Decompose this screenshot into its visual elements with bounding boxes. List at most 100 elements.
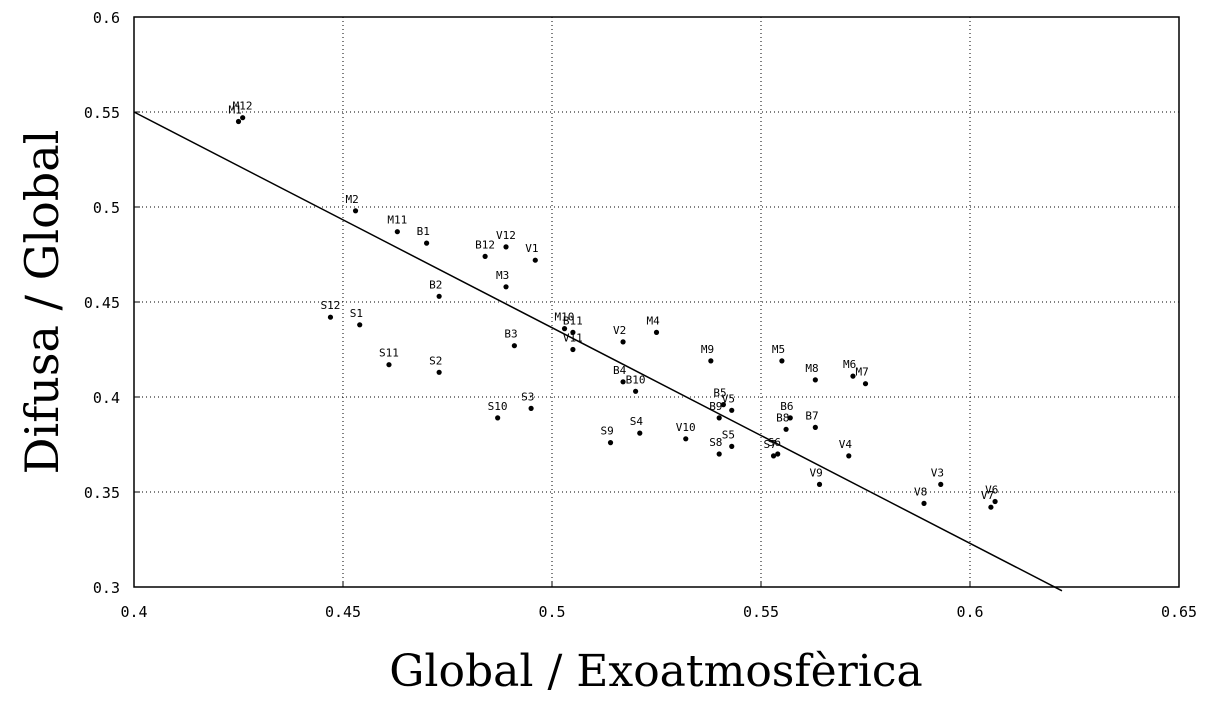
point-label: S6 <box>768 436 781 449</box>
data-point <box>770 453 777 459</box>
point-label: S1 <box>350 307 363 320</box>
point-label: V10 <box>676 421 696 434</box>
point-label: S3 <box>521 390 534 403</box>
data-point <box>633 388 639 394</box>
point-label: B1 <box>417 225 430 238</box>
point-label: M9 <box>701 343 714 356</box>
point-label: S12 <box>320 299 340 312</box>
point-label: S5 <box>722 428 735 441</box>
data-point <box>716 451 722 457</box>
data-point <box>921 500 927 506</box>
data-point <box>862 381 869 387</box>
data-point <box>846 453 852 459</box>
x-tick-label: 0.6 <box>956 603 983 621</box>
data-point <box>779 358 785 364</box>
y-tick-label: 0.5 <box>93 199 120 217</box>
y-tick-label: 0.45 <box>84 294 120 312</box>
point-label: M12 <box>233 100 253 113</box>
point-label: B4 <box>613 364 627 377</box>
data-point <box>424 240 430 246</box>
data-point <box>620 339 626 345</box>
x-tick-label: 0.45 <box>325 603 361 621</box>
x-tick-label: 0.65 <box>1161 603 1197 621</box>
point-label: M5 <box>772 343 785 356</box>
data-point <box>357 322 363 328</box>
y-axis-title: Difusa / Global <box>15 130 69 475</box>
point-label: V8 <box>914 485 927 498</box>
point-label: S10 <box>488 400 508 413</box>
y-tick-label: 0.6 <box>93 9 120 27</box>
fit-line <box>133 111 1063 592</box>
data-point <box>570 329 576 335</box>
point-label: M3 <box>496 269 509 282</box>
point-label: M11 <box>387 214 407 227</box>
data-point <box>938 481 944 487</box>
data-point <box>620 379 626 385</box>
point-label: S4 <box>630 415 644 428</box>
data-point <box>495 415 501 421</box>
grid <box>134 17 1179 587</box>
point-label: B5 <box>713 387 726 400</box>
data-point <box>653 329 660 335</box>
point-label: V7 <box>981 489 994 502</box>
data-point <box>570 346 576 353</box>
data-point <box>988 504 994 510</box>
data-point <box>503 244 509 250</box>
data-point <box>729 407 735 413</box>
data-point <box>812 377 818 383</box>
point-label: B2 <box>429 278 442 291</box>
point-label: S7 <box>764 438 777 451</box>
point-label: B7 <box>805 409 818 422</box>
y-tick-label: 0.55 <box>84 104 120 122</box>
data-point <box>716 415 722 421</box>
data-point <box>436 369 442 375</box>
point-label: M8 <box>805 362 818 375</box>
data-point <box>816 481 823 487</box>
point-label: M6 <box>843 358 856 371</box>
x-axis-title: Global / Exoatmosfèrica <box>389 646 922 697</box>
point-label: B12 <box>475 238 495 251</box>
point-label: S11 <box>379 347 399 360</box>
point-label: V6 <box>985 484 998 497</box>
data-point <box>394 229 400 235</box>
data-point <box>235 118 242 125</box>
point-label: B3 <box>504 328 517 341</box>
data-point <box>511 343 517 349</box>
point-label: B6 <box>780 400 793 413</box>
data-point <box>729 443 735 449</box>
data-point <box>607 440 614 446</box>
axis-ticks: 0.4 0.45 0.5 0.55 0.6 0.65 0.3 0.35 0.4 0.45 0.5 0.… <box>84 9 1197 621</box>
data-point <box>850 373 856 379</box>
point-label: V4 <box>839 438 853 451</box>
data-point <box>992 498 998 505</box>
data-point <box>528 405 534 411</box>
point-label: M1 <box>229 104 242 117</box>
point-label: V2 <box>613 324 626 337</box>
data-point <box>327 314 334 320</box>
y-tick-label: 0.4 <box>93 389 120 407</box>
data-point <box>683 436 689 442</box>
point-label: S9 <box>601 425 614 438</box>
x-tick-label: 0.5 <box>538 603 565 621</box>
data-point <box>532 257 538 263</box>
point-label: S8 <box>709 436 722 449</box>
data-point <box>637 430 643 436</box>
point-label: M7 <box>856 366 869 379</box>
point-label: V1 <box>525 242 538 255</box>
point-label: M2 <box>346 193 359 206</box>
data-point <box>386 362 392 368</box>
point-label: V11 <box>563 332 583 345</box>
point-label: M10 <box>555 311 575 324</box>
point-label: V3 <box>931 466 944 479</box>
point-label: B11 <box>563 314 583 327</box>
regression-line <box>133 111 1063 592</box>
y-tick-label: 0.35 <box>84 484 120 502</box>
point-label: V9 <box>810 466 823 479</box>
data-point <box>708 358 714 364</box>
x-tick-label: 0.4 <box>120 603 147 621</box>
data-point <box>352 208 359 214</box>
data-point <box>561 326 568 332</box>
data-point <box>482 253 488 259</box>
